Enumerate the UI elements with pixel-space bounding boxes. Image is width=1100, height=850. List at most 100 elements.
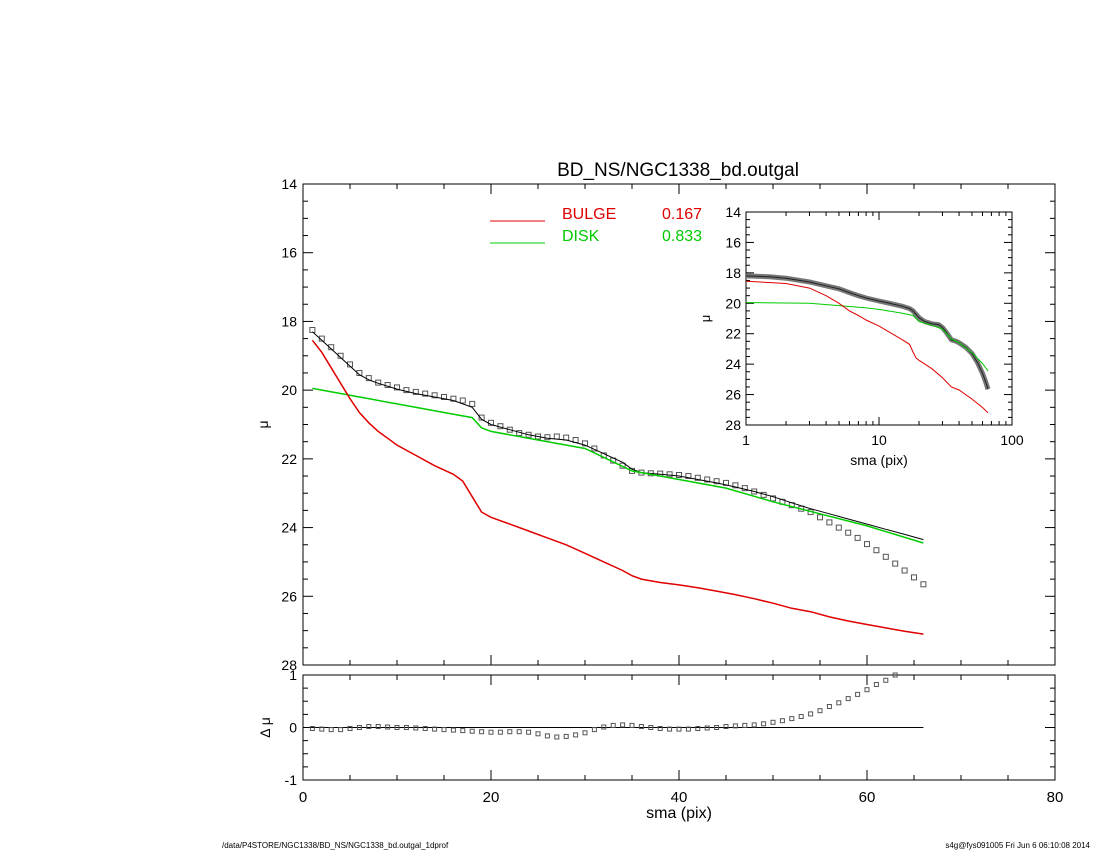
total-model-line — [312, 331, 924, 541]
residual-point — [761, 721, 767, 727]
legend-value: 0.833 — [662, 228, 702, 245]
residual-point — [789, 716, 795, 722]
residual-point — [554, 734, 560, 740]
y-tick-label: 16 — [725, 234, 741, 250]
x-axis-label: sma (pix) — [850, 452, 908, 468]
data-point — [676, 472, 682, 478]
data-point — [478, 414, 485, 421]
residual-point — [808, 711, 814, 717]
data-point — [403, 387, 410, 394]
data-point — [412, 388, 419, 395]
residual-point — [601, 724, 607, 730]
disk-line — [312, 387, 924, 544]
data-point — [553, 433, 560, 440]
residual-point — [892, 672, 898, 678]
residual-point — [723, 724, 729, 729]
inset-plot-panel: 14 16 18 20 22 24 26 281 10 100 sma (pix) μ — [698, 204, 1024, 468]
y-tick-label: 26 — [725, 387, 741, 403]
y-tick-label: 18 — [281, 313, 297, 329]
residual-point — [432, 726, 438, 732]
data-point — [394, 384, 400, 391]
x-tick-label: 10 — [871, 432, 887, 448]
residual-point — [422, 726, 428, 731]
data-point — [441, 394, 447, 400]
residual-point — [479, 729, 485, 735]
residual-point — [657, 726, 663, 731]
data-point — [901, 567, 908, 574]
chart-title: BD_NS/NGC1338_bd.outgal — [557, 160, 799, 181]
x-axis-label: sma (pix) — [646, 805, 712, 822]
y-tick-label: -1 — [285, 772, 298, 788]
y-tick-label: 28 — [281, 657, 297, 673]
residual-point — [620, 722, 626, 728]
residual-point — [836, 700, 842, 706]
y-tick-label: 26 — [281, 588, 297, 604]
data-point — [713, 478, 720, 485]
data-point — [873, 547, 880, 554]
y-tick-label: 16 — [281, 245, 297, 261]
residual-point — [864, 687, 870, 693]
residual-point — [328, 727, 334, 733]
residual-point — [667, 726, 673, 732]
data-point — [854, 534, 861, 541]
y-tick-label: 22 — [725, 326, 741, 342]
x-tick-label: 40 — [671, 789, 688, 806]
x-tick-label: 60 — [859, 789, 876, 806]
residual-point — [779, 718, 785, 724]
inset-bg — [746, 212, 1012, 425]
residual-point — [638, 724, 644, 729]
residual-point — [826, 704, 832, 709]
y-tick-label: 24 — [725, 356, 741, 372]
y-tick-label: 14 — [725, 204, 741, 220]
residual-point — [526, 729, 532, 735]
residual-point — [573, 732, 579, 738]
y-axis-label: Δ μ — [257, 717, 273, 738]
data-point — [741, 485, 748, 492]
x-tick-label: 100 — [1000, 432, 1024, 448]
residual-point — [798, 714, 804, 719]
data-point — [694, 474, 701, 481]
data-point — [892, 560, 899, 567]
y-tick-label: 14 — [281, 176, 297, 192]
data-point — [422, 390, 429, 397]
residual-point — [403, 725, 409, 730]
legend-value: 0.167 — [662, 206, 702, 223]
residual-point — [319, 726, 325, 732]
data-point — [582, 440, 588, 447]
y-tick-label: 28 — [725, 417, 741, 433]
legend-name: DISK — [562, 228, 600, 245]
data-point — [450, 395, 457, 402]
residual-point — [629, 722, 635, 728]
data-point — [770, 495, 776, 502]
residual-point — [685, 726, 691, 732]
x-tick-label: 1 — [742, 432, 750, 448]
residual-point — [385, 724, 391, 730]
data-point — [882, 553, 889, 560]
legend-name: BULGE — [562, 206, 616, 223]
residual-point — [563, 733, 569, 739]
disk-line — [745, 302, 989, 372]
main-plot-panel: 14 16 18 20 22 24 26 28 μ BULGE 0.167 DISK 0.833 — [255, 176, 1056, 673]
x-tick-label: 20 — [483, 789, 500, 806]
residual-point — [366, 724, 372, 729]
residual-point — [356, 725, 362, 730]
y-tick-label: 20 — [281, 382, 297, 398]
residual-point — [507, 729, 513, 735]
residual-point — [394, 725, 400, 730]
data-point — [666, 471, 673, 478]
residual-point — [742, 722, 748, 728]
data-point — [431, 392, 438, 399]
residual-point — [413, 725, 419, 731]
residual-point — [591, 727, 597, 733]
y-tick-label: 22 — [281, 451, 297, 467]
data-point — [845, 529, 852, 536]
residual-point — [751, 722, 757, 728]
data-point — [826, 519, 833, 526]
residual-point — [460, 728, 466, 734]
residual-point — [535, 731, 541, 737]
data-point — [309, 327, 316, 333]
residual-point — [676, 726, 682, 732]
residual-point — [347, 726, 353, 731]
data-point — [459, 397, 466, 404]
